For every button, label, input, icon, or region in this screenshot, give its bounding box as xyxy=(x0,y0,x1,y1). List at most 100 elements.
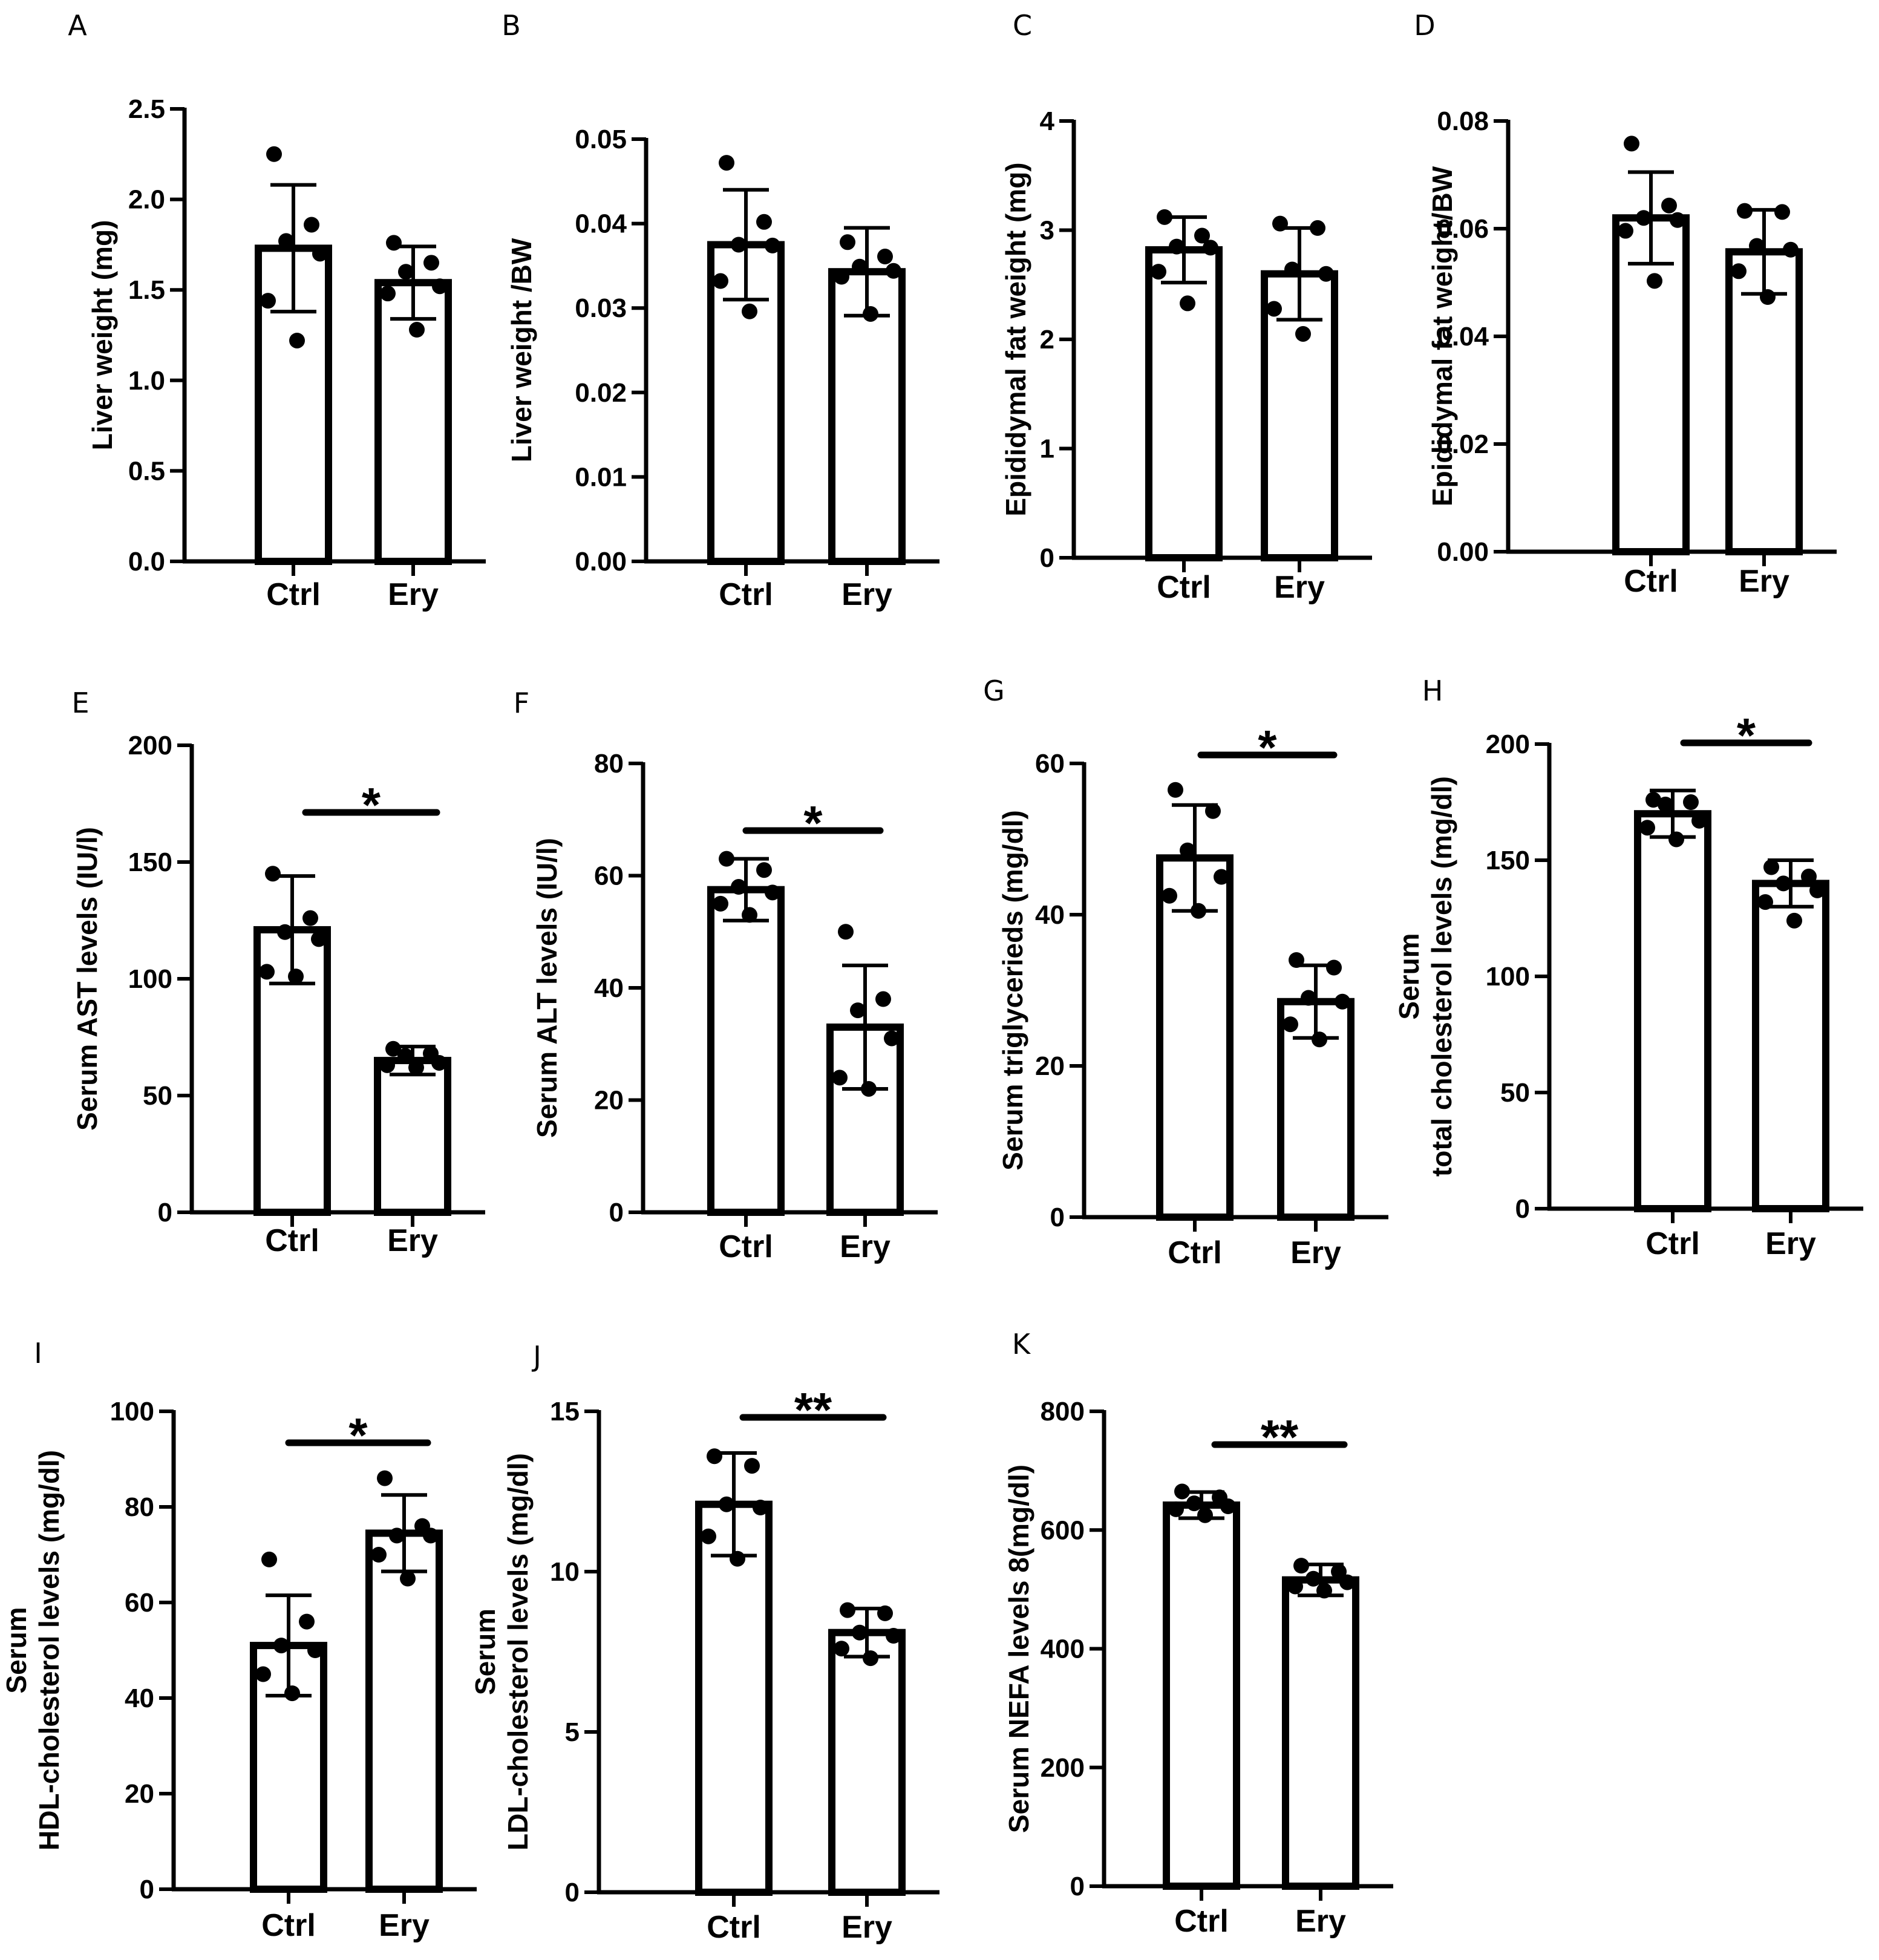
data-point-ctrl xyxy=(1197,1507,1213,1523)
y-tick-label: 0 xyxy=(565,1878,580,1907)
y-tick-label: 0.02 xyxy=(1437,430,1489,459)
y-axis-label: Serum xyxy=(1,1607,32,1693)
data-point-ctrl xyxy=(756,862,772,878)
y-axis-label: Epididymal fat weight/BW xyxy=(1426,166,1458,506)
data-point-ery xyxy=(1310,220,1325,236)
data-point-ctrl xyxy=(265,866,281,882)
y-tick-label: 200 xyxy=(1041,1753,1085,1783)
y-tick-label: 0 xyxy=(1050,1203,1065,1232)
y-tick-label: 5 xyxy=(565,1717,580,1747)
panel-f: F 0 20 40 60 80 Ctrl Ery Serum ALT levels (IU/l)… xyxy=(514,687,938,1264)
x-tick-label-ctrl: Ctrl xyxy=(266,577,321,612)
data-point-ctrl xyxy=(1639,820,1655,836)
data-point-ery xyxy=(1272,215,1288,232)
y-tick-label: 0.08 xyxy=(1437,106,1489,136)
data-point-ctrl xyxy=(277,924,293,940)
x-tick-label-ctrl: Ctrl xyxy=(719,577,773,612)
data-point-ery xyxy=(1763,859,1779,875)
data-point-ery xyxy=(886,1628,901,1644)
x-tick-label-ctrl: Ctrl xyxy=(707,1910,761,1945)
bar-ctrl xyxy=(707,886,785,1216)
data-point-ctrl xyxy=(1683,794,1699,810)
y-tick-label: 600 xyxy=(1041,1515,1085,1545)
y-tick-label: 80 xyxy=(125,1492,154,1522)
y-tick-label: 60 xyxy=(594,861,624,891)
x-tick-label-ctrl: Ctrl xyxy=(1157,570,1211,605)
y-axis-label: Serum xyxy=(1393,933,1425,1019)
bar-ctrl xyxy=(1634,810,1711,1212)
y-axis-label: total cholesterol levels (mg/dl) xyxy=(1426,776,1457,1177)
y-axis-label: Serum ALT levels (IU/l) xyxy=(531,838,563,1138)
y-tick-label: 0.00 xyxy=(1437,537,1489,567)
data-point-ctrl xyxy=(1658,796,1673,812)
panel-letter: F xyxy=(514,687,529,719)
data-point-ery xyxy=(400,1570,416,1587)
data-point-ctrl xyxy=(707,1448,722,1465)
data-point-ery xyxy=(386,235,402,251)
panel-letter: I xyxy=(34,1337,42,1370)
y-tick-label: 100 xyxy=(110,1397,154,1426)
data-point-ery xyxy=(1295,325,1311,342)
data-point-ery xyxy=(863,305,878,322)
bar-ctrl xyxy=(1612,214,1690,555)
panel-c: C 0 1 2 3 4 Ctrl Ery Epididymal fat weight (mg) xyxy=(1000,9,1372,605)
data-point-ery xyxy=(389,1527,405,1544)
data-point-ery xyxy=(409,322,425,338)
panel-b: B 0.00 0.01 0.02 0.03 0.04 0.05 Ctrl Ery Liver we… xyxy=(502,9,940,612)
data-point-ctrl xyxy=(1220,1498,1236,1514)
panel-d: D 0.00 0.02 0.04 0.06 0.08 Ctrl Ery Epididymal f… xyxy=(1414,9,1837,599)
data-point-ctrl xyxy=(278,233,294,249)
panel-letter: H xyxy=(1422,675,1443,707)
data-point-ctrl xyxy=(312,246,328,262)
y-tick-label: 40 xyxy=(125,1684,154,1713)
data-point-ctrl xyxy=(742,907,757,923)
data-point-ery xyxy=(1283,1016,1298,1033)
bar-ctrl xyxy=(1163,1501,1240,1890)
panel-letter: G xyxy=(983,675,1005,707)
significance-marker: ** xyxy=(1261,1410,1299,1464)
data-point-ctrl xyxy=(288,969,304,985)
data-point-ery xyxy=(1318,266,1334,282)
data-point-ery xyxy=(423,255,439,271)
panel-k: K 0 200 400 600 800 Ctrl Ery Serum NEFA levels 8… xyxy=(1003,1328,1393,1939)
y-axis-label: Serum triglycerieds (mg/dl) xyxy=(997,810,1028,1171)
data-point-ctrl xyxy=(1168,1501,1184,1517)
panel-letter: E xyxy=(71,687,89,719)
y-tick-label: 60 xyxy=(125,1588,154,1618)
data-point-ery xyxy=(1326,959,1342,976)
data-point-ery xyxy=(423,1527,439,1544)
significance-marker: * xyxy=(1737,708,1756,762)
data-point-ery xyxy=(1731,263,1747,279)
data-point-ery xyxy=(850,1002,866,1019)
y-tick-label: 0 xyxy=(609,1198,624,1227)
data-point-ery xyxy=(1305,1570,1321,1587)
y-tick-label: 150 xyxy=(1486,846,1530,875)
data-point-ery xyxy=(834,1641,849,1657)
data-point-ctrl xyxy=(753,1500,768,1515)
data-point-ery xyxy=(834,269,849,285)
data-point-ctrl xyxy=(1645,792,1661,808)
significance-marker: * xyxy=(348,1408,368,1462)
bar-ctrl xyxy=(1145,246,1223,561)
data-point-ery xyxy=(377,1470,393,1486)
y-axis-label: Serum NEFA levels 8(mg/dl) xyxy=(1003,1465,1034,1833)
data-point-ery xyxy=(1284,261,1300,278)
data-point-ctrl xyxy=(1194,227,1210,244)
data-point-ctrl xyxy=(1668,831,1684,848)
y-tick-label: 200 xyxy=(1486,730,1530,759)
y-tick-label: 200 xyxy=(128,731,172,760)
bar-ery xyxy=(1752,880,1829,1212)
y-tick-label: 0.05 xyxy=(575,125,627,154)
y-tick-label: 60 xyxy=(1035,749,1065,779)
panel-letter: J xyxy=(531,1340,541,1373)
panel-letter: C xyxy=(1013,9,1032,42)
data-point-ery xyxy=(1749,238,1765,254)
data-point-ctrl xyxy=(273,1638,289,1654)
data-point-ctrl xyxy=(284,1685,300,1702)
data-point-ctrl xyxy=(255,1666,271,1682)
panel-letter: B xyxy=(502,9,521,42)
data-point-ctrl xyxy=(719,851,734,867)
data-point-ery xyxy=(852,258,868,275)
y-tick-label: 50 xyxy=(143,1081,172,1111)
x-tick-label-ery: Ery xyxy=(840,1229,890,1264)
